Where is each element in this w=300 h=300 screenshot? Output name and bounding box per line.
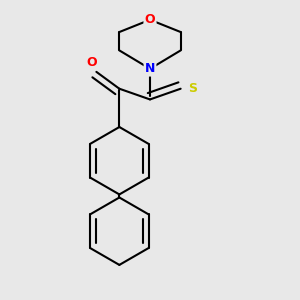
Text: S: S [188, 82, 197, 95]
Text: N: N [145, 62, 155, 75]
Text: O: O [86, 56, 97, 69]
Text: O: O [145, 13, 155, 26]
